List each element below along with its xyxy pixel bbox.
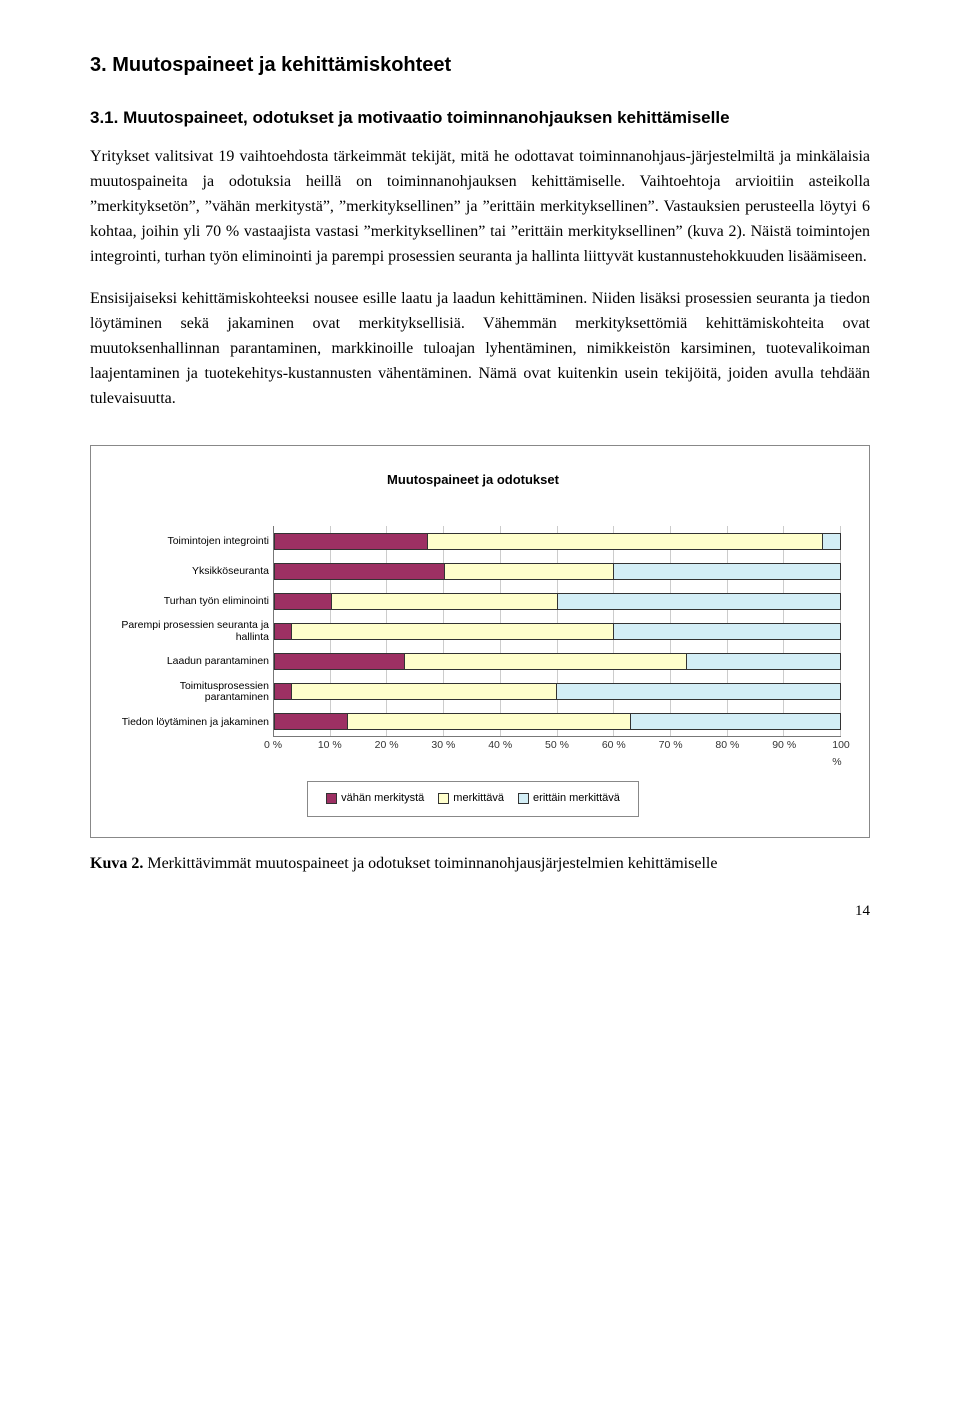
chart-category-label: Toimitusprosessien parantaminen <box>115 677 269 707</box>
chart-bar <box>274 563 841 580</box>
chart-category-label: Parempi prosessien seuranta ja hallinta <box>115 617 269 647</box>
chart-bar-row <box>274 616 841 646</box>
legend-swatch-icon <box>518 793 529 804</box>
subsection-heading: 3.1. Muutospaineet, odotukset ja motivaa… <box>90 105 870 131</box>
chart-category-label: Toimintojen integrointi <box>115 527 269 557</box>
legend-swatch-icon <box>438 793 449 804</box>
chart-x-tick-label: 70 % <box>659 737 683 753</box>
chart-bar-segment <box>687 654 840 669</box>
chart-x-tick-label: 50 % <box>545 737 569 753</box>
chart-bar-segment <box>275 564 445 579</box>
chart-muutospaineet: Muutospaineet ja odotukset Toimintojen i… <box>90 445 870 837</box>
page-number: 14 <box>90 900 870 923</box>
chart-legend: vähän merkitystä merkittävä erittäin merki… <box>307 781 639 816</box>
chart-bar-segment <box>275 684 292 699</box>
figure-caption-text: Merkittävimmät muutospaineet ja odotukse… <box>143 855 717 872</box>
chart-bar-segment <box>275 594 332 609</box>
chart-bar <box>274 653 841 670</box>
chart-bar-segment <box>292 684 558 699</box>
legend-label: vähän merkitystä <box>341 790 424 807</box>
chart-title: Muutospaineet ja odotukset <box>105 470 841 490</box>
chart-bar-row <box>274 706 841 736</box>
chart-bars-area <box>273 526 841 737</box>
chart-x-tick-label: 40 % <box>488 737 512 753</box>
chart-category-label: Laadun parantaminen <box>115 647 269 677</box>
figure-caption-label: Kuva 2. <box>90 855 143 872</box>
chart-bar-row <box>274 556 841 586</box>
chart-x-tick-label: 20 % <box>375 737 399 753</box>
figure-caption: Kuva 2. Merkittävimmät muutospaineet ja … <box>90 852 870 877</box>
legend-label: merkittävä <box>453 790 504 807</box>
chart-bar-segment <box>614 564 840 579</box>
chart-bar <box>274 713 841 730</box>
chart-bar-segment <box>557 684 840 699</box>
chart-bar <box>274 623 841 640</box>
chart-bar-segment <box>292 624 614 639</box>
paragraph-2: Ensisijaiseksi kehittämiskohteeksi nouse… <box>90 287 870 411</box>
chart-bar-segment <box>275 624 292 639</box>
chart-bar-segment <box>631 714 840 729</box>
chart-bar-segment <box>614 624 840 639</box>
chart-bar-rows <box>274 526 841 736</box>
chart-bar-segment <box>428 534 824 549</box>
legend-swatch-icon <box>326 793 337 804</box>
chart-bar-segment <box>275 654 405 669</box>
chart-bar-segment <box>275 534 428 549</box>
chart-x-tick-label: 0 % <box>264 737 282 753</box>
chart-legend-item: vähän merkitystä <box>326 790 424 807</box>
chart-bar <box>274 683 841 700</box>
chart-x-tick-label: 60 % <box>602 737 626 753</box>
chart-x-tick-label: 10 % <box>318 737 342 753</box>
chart-category-labels: Toimintojen integrointiYksikköseurantaTu… <box>115 526 273 737</box>
chart-bar-row <box>274 526 841 556</box>
chart-x-tick-label: 30 % <box>431 737 455 753</box>
chart-bar-segment <box>348 714 631 729</box>
chart-x-tick-label: 80 % <box>715 737 739 753</box>
chart-bar-segment <box>275 714 348 729</box>
chart-bar-row <box>274 676 841 706</box>
chart-bar-segment <box>405 654 688 669</box>
chart-bar-row <box>274 646 841 676</box>
chart-x-axis: 0 %10 %20 %30 %40 %50 %60 %70 %80 %90 %1… <box>273 737 841 753</box>
chart-bar-segment <box>558 594 841 609</box>
legend-label: erittäin merkittävä <box>533 790 620 807</box>
chart-category-label: Turhan työn eliminointi <box>115 587 269 617</box>
chart-bar-segment <box>445 564 615 579</box>
chart-legend-item: merkittävä <box>438 790 504 807</box>
chart-x-tick-label: 90 % <box>772 737 796 753</box>
chart-bar-segment <box>823 534 840 549</box>
chart-bar-row <box>274 586 841 616</box>
chart-x-tick-label: 100 % <box>832 737 850 770</box>
section-heading: 3. Muutospaineet ja kehittämiskohteet <box>90 50 870 81</box>
chart-bar <box>274 593 841 610</box>
chart-plot-area: Toimintojen integrointiYksikköseurantaTu… <box>115 526 841 737</box>
chart-category-label: Yksikköseuranta <box>115 557 269 587</box>
chart-bar <box>274 533 841 550</box>
chart-category-label: Tiedon löytäminen ja jakaminen <box>115 707 269 737</box>
paragraph-1: Yritykset valitsivat 19 vaihtoehdosta tä… <box>90 145 870 269</box>
chart-bar-segment <box>332 594 558 609</box>
chart-legend-item: erittäin merkittävä <box>518 790 620 807</box>
